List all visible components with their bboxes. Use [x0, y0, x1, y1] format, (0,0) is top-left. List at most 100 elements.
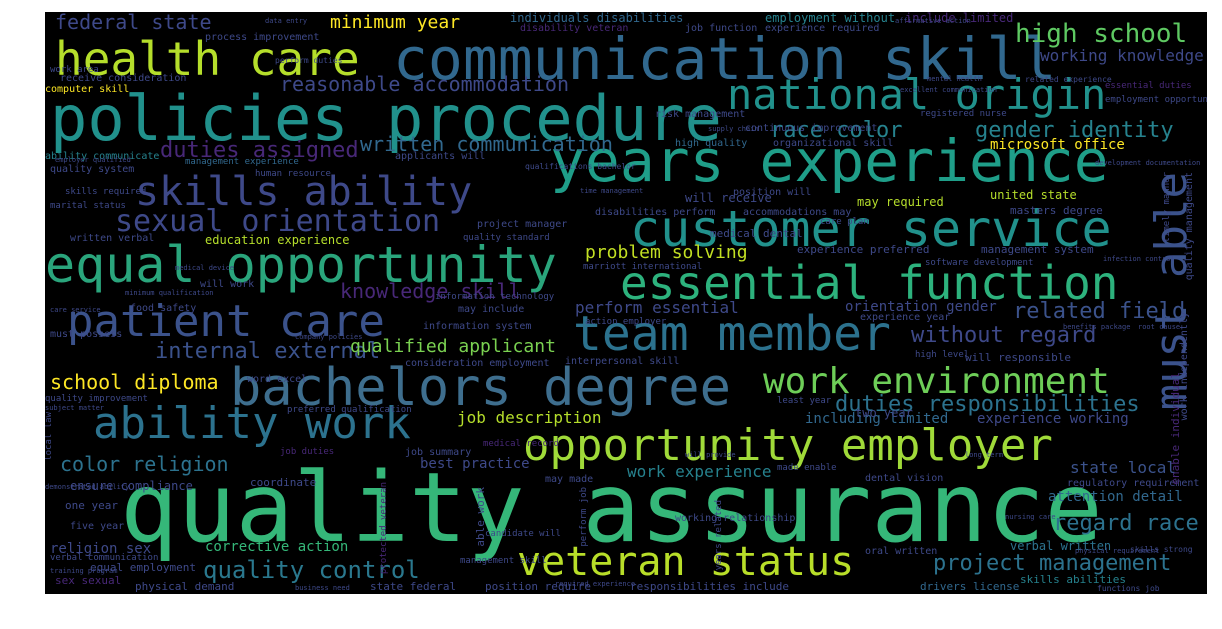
cloud-word: will work: [200, 279, 255, 290]
cloud-word: disability veteran: [520, 23, 629, 34]
cloud-word: will responsible: [965, 351, 1071, 364]
cloud-word: gender identity: [975, 118, 1174, 143]
cloud-word: federal state: [55, 12, 212, 34]
cloud-word: corrective action: [205, 539, 349, 555]
cloud-word: state federal: [370, 580, 457, 593]
cloud-word: marriott international: [583, 262, 703, 272]
cloud-word: software development: [925, 258, 1034, 268]
cloud-word: veteran status: [517, 539, 855, 585]
cloud-word: job duties: [280, 447, 335, 457]
cloud-word: qualifications bachelor: [525, 162, 636, 171]
cloud-word: years related: [714, 500, 724, 571]
cloud-word: mental health: [927, 75, 982, 83]
cloud-word: work environment: [763, 361, 1110, 402]
cloud-word: word excel: [247, 374, 308, 385]
cloud-word: coordinate: [250, 476, 317, 489]
cloud-word: protected veteran: [379, 482, 389, 575]
cloud-word: one year: [65, 499, 118, 512]
cloud-word: bachelors degree: [230, 358, 731, 418]
cloud-word: medical device: [175, 264, 235, 272]
cloud-word: written verbal: [70, 233, 155, 244]
cloud-word: management system: [981, 243, 1094, 256]
cloud-word: care service: [50, 306, 101, 314]
cloud-word: interpersonal skill: [565, 356, 680, 367]
cloud-word: sexual orientation: [115, 204, 441, 239]
cloud-word: years experience: [550, 127, 1109, 195]
cloud-word: skills ability: [135, 169, 473, 215]
cloud-word: company policies: [295, 333, 363, 341]
cloud-word: working knowledge: [1040, 46, 1204, 65]
cloud-word: perform duties: [275, 56, 343, 65]
cloud-word: functions job: [1097, 584, 1160, 593]
cloud-word: business need: [295, 584, 350, 592]
cloud-word: ability communicate: [45, 151, 160, 162]
cloud-word: masters degree: [1010, 204, 1103, 217]
cloud-word: health care: [55, 32, 360, 86]
cloud-word: without regard: [911, 323, 1097, 348]
cloud-word: duties responsibilities: [835, 392, 1140, 417]
cloud-word: qualified applicant: [350, 336, 556, 357]
cloud-word: position will: [733, 187, 812, 198]
cloud-word: knowledge skill: [340, 279, 521, 303]
cloud-word: consideration employment: [405, 358, 550, 369]
cloud-word: oral written: [865, 546, 938, 557]
cloud-word: individuals disabilities: [510, 12, 684, 25]
cloud-word: benefits package: [1063, 323, 1131, 331]
cloud-word: physical demand: [135, 580, 235, 593]
cloud-word: accommodations may: [743, 207, 852, 218]
cloud-word: action employer: [585, 317, 667, 327]
cloud-word: information technology: [435, 292, 555, 302]
cloud-word: reasonable accommodation: [280, 72, 569, 96]
cloud-word: may include: [458, 304, 525, 315]
cloud-word: responsibilities include: [630, 580, 789, 593]
cloud-word: skills strong: [1130, 545, 1193, 554]
cloud-word: united state: [990, 188, 1077, 202]
cloud-word: employment opportunity: [1105, 95, 1207, 105]
cloud-word: experience year: [860, 312, 951, 323]
cloud-word: management experience: [185, 157, 299, 167]
cloud-word: team member: [573, 306, 891, 362]
cloud-word: demonstrated ability: [45, 483, 130, 491]
cloud-word: work experience: [627, 462, 772, 481]
cloud-word: may required: [857, 195, 944, 209]
cloud-word: race color: [770, 118, 903, 143]
cloud-word: computer skill: [45, 84, 130, 95]
cloud-word: position require: [485, 580, 591, 593]
cloud-word: quality system: [50, 164, 135, 175]
cloud-word: job function: [685, 23, 758, 34]
cloud-word: management skill: [460, 556, 547, 566]
cloud-word: excellent communication: [900, 86, 997, 94]
cloud-word: quality improvement: [45, 394, 148, 404]
cloud-word: disabilities perform: [595, 207, 716, 218]
cloud-word: long term: [965, 451, 1003, 459]
cloud-word: internal external: [155, 339, 381, 364]
cloud-word: related experience: [1025, 75, 1112, 84]
cloud-word: enable individual: [1169, 372, 1182, 485]
cloud-word: will provide: [685, 451, 736, 459]
cloud-word: root cause: [1138, 323, 1181, 331]
cloud-word: color religion: [60, 452, 229, 476]
cloud-word: experience working: [977, 411, 1129, 427]
cloud-word: will receive: [685, 191, 772, 205]
cloud-word: human resource: [255, 169, 331, 179]
cloud-word: equal opportunity: [45, 236, 557, 294]
cloud-word: data entry: [265, 17, 308, 25]
cloud-word: experience required: [765, 23, 880, 34]
cloud-word: minimum qualification: [125, 289, 214, 297]
cloud-word: patient care: [67, 296, 385, 347]
cloud-word: communication skill: [393, 25, 1057, 93]
cloud-word: including limited: [805, 411, 949, 427]
cloud-word: registered nurse: [920, 109, 1007, 119]
cloud-word: high school: [1015, 19, 1188, 49]
cloud-word: preferred qualification: [287, 405, 412, 415]
cloud-word: verbal communication: [50, 553, 159, 563]
cloud-word: regulatory requirement: [1067, 478, 1200, 489]
cloud-word: ability work: [93, 398, 411, 449]
cloud-word: perform job: [579, 487, 589, 547]
cloud-word: state local: [1070, 458, 1176, 477]
cloud-word: must possess: [50, 329, 123, 340]
cloud-word: medical dental: [710, 227, 803, 240]
cloud-word: job description: [457, 408, 602, 427]
cloud-word: policies procedure: [50, 82, 722, 155]
cloud-word: made enable: [777, 463, 837, 473]
